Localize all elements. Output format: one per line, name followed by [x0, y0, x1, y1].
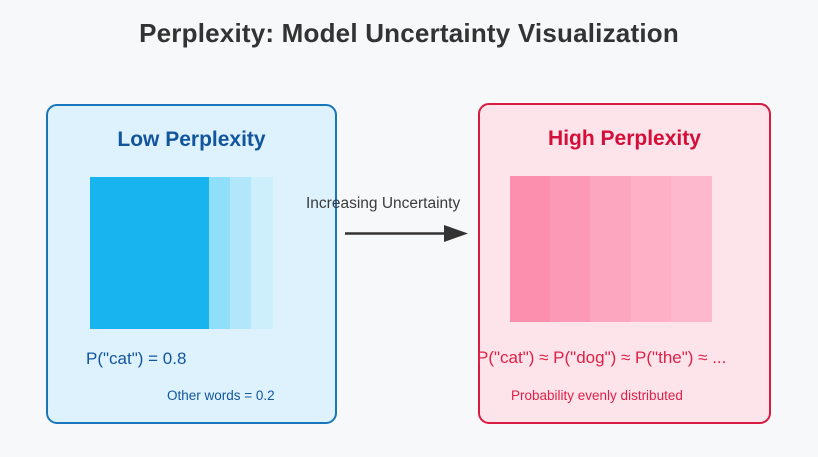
high-probability-sub-label: Probability evenly distributed — [511, 388, 683, 403]
high-perplexity-bar-chart — [510, 176, 712, 322]
bar-segment-word-3 — [230, 177, 251, 329]
page-title: Perplexity: Model Uncertainty Visualizat… — [139, 18, 679, 48]
bar-segment-word-5 — [671, 176, 712, 322]
bar-segment-word-4 — [251, 177, 273, 329]
low-probability-main-label: P("cat") = 0.8 — [86, 349, 187, 368]
bar-segment-dog — [550, 176, 590, 322]
increasing-uncertainty-label: Increasing Uncertainty — [306, 195, 461, 212]
low-perplexity-bar-chart — [90, 177, 273, 329]
high-perplexity-card: High Perplexity P("cat") ≈ P("dog") ≈ P(… — [477, 103, 771, 424]
low-perplexity-heading: Low Perplexity — [117, 128, 266, 151]
bar-segment-the — [590, 176, 631, 322]
bar-segment-word-2 — [209, 177, 230, 329]
high-probability-main-label: P("cat") ≈ P("dog") ≈ P("the") ≈ ... — [477, 348, 727, 367]
low-probability-sub-label: Other words = 0.2 — [167, 388, 275, 403]
right-arrow-icon — [345, 225, 468, 242]
high-perplexity-heading: High Perplexity — [548, 127, 701, 150]
bar-segment-cat — [90, 177, 209, 329]
bar-segment-cat — [510, 176, 550, 322]
bar-segment-word-4 — [631, 176, 671, 322]
low-perplexity-card: Low Perplexity P("cat") = 0.8 Other word… — [46, 104, 337, 424]
